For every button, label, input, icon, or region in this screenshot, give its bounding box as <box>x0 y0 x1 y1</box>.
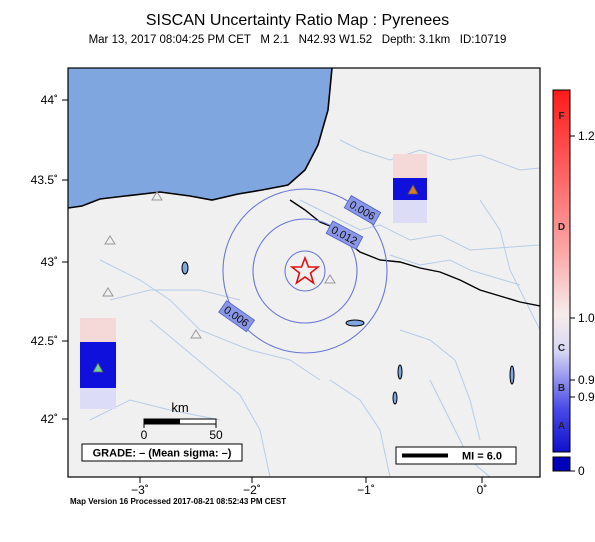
scale-bar: km 0 50 <box>141 400 223 442</box>
processing-info: Map Version 16 Processed 2017-08-21 08:5… <box>70 497 287 506</box>
station-east-icon <box>407 184 419 195</box>
lon-tick-label: −1˚ <box>357 483 375 497</box>
colorbar-letters: F D C B A <box>558 111 565 432</box>
grade-box: GRADE: – (Mean sigma: –) <box>81 443 243 462</box>
scale-unit: km <box>171 400 188 415</box>
grade-letter: B <box>558 383 565 394</box>
lat-tick-label: 42˚ <box>41 412 58 426</box>
station-west-icon <box>92 362 104 373</box>
map-title: SISCAN Uncertainty Ratio Map : Pyrenees <box>145 12 450 29</box>
lat-tick-label: 43˚ <box>41 255 58 269</box>
mi-legend-text: MI = 6.0 <box>462 451 502 463</box>
grade-text: GRADE: – (Mean sigma: –) <box>93 448 232 460</box>
rivers <box>89 139 540 477</box>
lat-tick-label: 43.5˚ <box>31 173 58 187</box>
scale-start: 0 <box>141 428 148 442</box>
grade-letter: C <box>558 343 565 354</box>
stations <box>102 191 336 339</box>
latitude-labels: 44˚ 43.5˚ 43˚ 42.5˚ 42˚ <box>31 93 58 426</box>
map-frame <box>67 67 541 478</box>
epicenter-star-icon <box>289 255 321 285</box>
lat-tick-label: 42.5˚ <box>31 334 58 348</box>
grade-letter: D <box>558 222 565 233</box>
lon-tick-label: −3˚ <box>131 483 149 497</box>
station-block-east <box>393 154 427 223</box>
colorbar-tick: 0.9 <box>578 373 595 387</box>
scale-end: 50 <box>209 428 223 442</box>
grade-letter: F <box>558 111 564 122</box>
ocean-area <box>68 68 332 208</box>
lakes <box>181 261 515 405</box>
lat-tick-label: 44˚ <box>41 93 58 107</box>
national-border <box>289 199 540 307</box>
coastline <box>68 68 333 209</box>
colorbar: F D C B A 1.2 1.0 0.9 0.9 0 <box>552 89 595 478</box>
longitude-labels: −3˚ −2˚ −1˚ 0˚ <box>131 483 487 497</box>
colorbar-tick: 0 <box>578 464 585 478</box>
colorbar-tick: 1.0 <box>578 311 595 325</box>
station-block-west <box>80 318 116 409</box>
grade-letter: A <box>558 421 565 432</box>
event-info: Mar 13, 2017 08:04:25 PM CET M 2.1 N42.9… <box>88 34 507 46</box>
uncertainty-contours <box>222 188 388 354</box>
colorbar-tick: 1.2 <box>578 129 595 143</box>
mi-legend: MI = 6.0 <box>395 446 517 465</box>
colorbar-tick: 0.9 <box>578 390 595 404</box>
lon-tick-label: −2˚ <box>243 483 261 497</box>
lon-tick-label: 0˚ <box>477 483 488 497</box>
colorbar-tick-labels: 1.2 1.0 0.9 0.9 0 <box>578 129 595 478</box>
axis-ticks <box>62 99 483 483</box>
